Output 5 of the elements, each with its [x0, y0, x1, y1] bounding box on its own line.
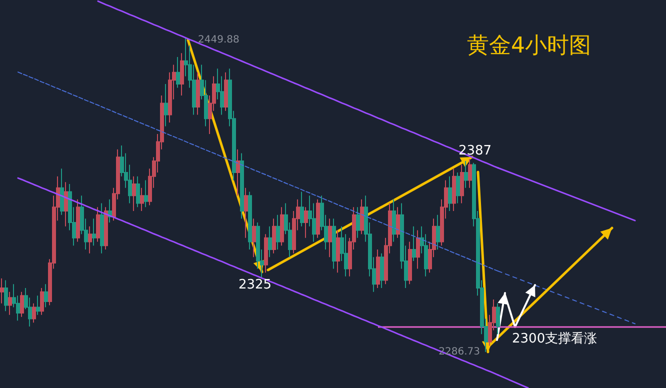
annotation: 2449.88 [198, 34, 240, 46]
text: 2300支撑看涨 [512, 332, 598, 346]
annotation: 2325 [238, 278, 272, 292]
chart-title: 黄金4小时图 [467, 34, 592, 58]
annotation: 2387 [458, 144, 492, 158]
